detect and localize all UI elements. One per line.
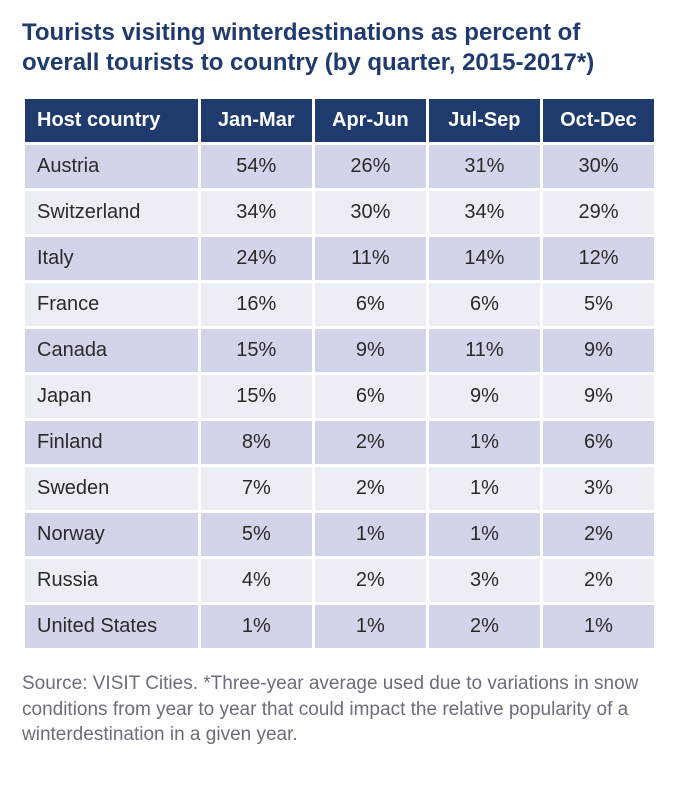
- cell-value: 3%: [429, 559, 540, 602]
- cell-value: 34%: [429, 191, 540, 234]
- cell-value: 24%: [201, 237, 312, 280]
- cell-value: 54%: [201, 145, 312, 188]
- cell-value: 5%: [543, 283, 654, 326]
- cell-value: 4%: [201, 559, 312, 602]
- cell-value: 16%: [201, 283, 312, 326]
- cell-value: 3%: [543, 467, 654, 510]
- table-row: Sweden7%2%1%3%: [25, 467, 654, 510]
- tourists-table: Host country Jan-Mar Apr-Jun Jul-Sep Oct…: [22, 96, 657, 651]
- cell-country: Italy: [25, 237, 198, 280]
- col-header-q1: Jan-Mar: [201, 99, 312, 142]
- table-row: Russia4%2%3%2%: [25, 559, 654, 602]
- cell-value: 1%: [429, 421, 540, 464]
- source-footnote: Source: VISIT Cities. *Three-year averag…: [22, 671, 657, 748]
- cell-value: 31%: [429, 145, 540, 188]
- cell-value: 1%: [429, 513, 540, 556]
- cell-country: Switzerland: [25, 191, 198, 234]
- col-header-q3: Jul-Sep: [429, 99, 540, 142]
- table-header-row: Host country Jan-Mar Apr-Jun Jul-Sep Oct…: [25, 99, 654, 142]
- cell-value: 29%: [543, 191, 654, 234]
- table-row: Switzerland34%30%34%29%: [25, 191, 654, 234]
- table-row: Italy24%11%14%12%: [25, 237, 654, 280]
- cell-country: Finland: [25, 421, 198, 464]
- cell-country: Sweden: [25, 467, 198, 510]
- table-row: Norway5%1%1%2%: [25, 513, 654, 556]
- cell-value: 9%: [429, 375, 540, 418]
- cell-country: Russia: [25, 559, 198, 602]
- cell-value: 9%: [543, 329, 654, 372]
- col-header-q2: Apr-Jun: [315, 99, 426, 142]
- cell-value: 6%: [429, 283, 540, 326]
- cell-value: 14%: [429, 237, 540, 280]
- cell-value: 2%: [543, 513, 654, 556]
- col-header-country: Host country: [25, 99, 198, 142]
- cell-value: 1%: [429, 467, 540, 510]
- cell-value: 34%: [201, 191, 312, 234]
- chart-title: Tourists visiting winterdestinations as …: [22, 18, 657, 78]
- cell-value: 30%: [543, 145, 654, 188]
- cell-value: 9%: [315, 329, 426, 372]
- cell-value: 15%: [201, 375, 312, 418]
- cell-country: Austria: [25, 145, 198, 188]
- cell-value: 9%: [543, 375, 654, 418]
- cell-value: 11%: [429, 329, 540, 372]
- cell-value: 6%: [315, 283, 426, 326]
- table-row: Finland8%2%1%6%: [25, 421, 654, 464]
- cell-value: 1%: [201, 605, 312, 648]
- table-row: Austria54%26%31%30%: [25, 145, 654, 188]
- table-row: Canada15%9%11%9%: [25, 329, 654, 372]
- table-row: United States1%1%2%1%: [25, 605, 654, 648]
- cell-value: 2%: [315, 467, 426, 510]
- cell-value: 7%: [201, 467, 312, 510]
- cell-value: 12%: [543, 237, 654, 280]
- cell-country: Norway: [25, 513, 198, 556]
- cell-value: 2%: [429, 605, 540, 648]
- cell-value: 5%: [201, 513, 312, 556]
- cell-value: 2%: [315, 559, 426, 602]
- cell-country: United States: [25, 605, 198, 648]
- cell-country: France: [25, 283, 198, 326]
- cell-value: 11%: [315, 237, 426, 280]
- cell-value: 8%: [201, 421, 312, 464]
- cell-value: 15%: [201, 329, 312, 372]
- cell-value: 2%: [315, 421, 426, 464]
- cell-value: 1%: [543, 605, 654, 648]
- cell-value: 6%: [543, 421, 654, 464]
- cell-value: 1%: [315, 513, 426, 556]
- cell-country: Canada: [25, 329, 198, 372]
- cell-value: 26%: [315, 145, 426, 188]
- cell-country: Japan: [25, 375, 198, 418]
- cell-value: 2%: [543, 559, 654, 602]
- cell-value: 1%: [315, 605, 426, 648]
- table-row: France16%6%6%5%: [25, 283, 654, 326]
- cell-value: 30%: [315, 191, 426, 234]
- table-row: Japan15%6%9%9%: [25, 375, 654, 418]
- cell-value: 6%: [315, 375, 426, 418]
- table-body: Austria54%26%31%30%Switzerland34%30%34%2…: [25, 145, 654, 648]
- col-header-q4: Oct-Dec: [543, 99, 654, 142]
